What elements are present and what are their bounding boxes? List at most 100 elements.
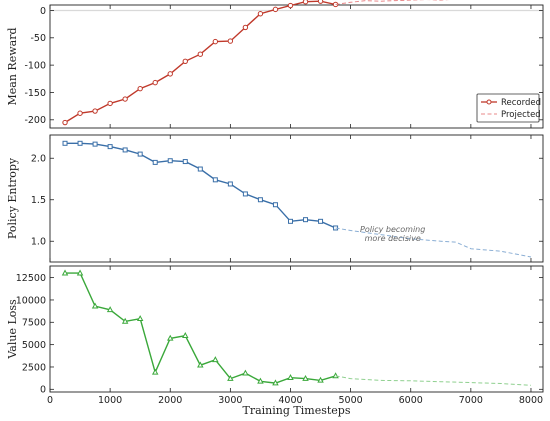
data-point <box>121 317 129 324</box>
data-point <box>227 374 234 381</box>
data-point <box>332 372 339 379</box>
data-point <box>137 151 143 157</box>
data-point <box>107 144 113 150</box>
data-point <box>76 269 84 276</box>
y-tick-label: 0 <box>40 6 46 17</box>
projected-series-line <box>335 375 532 386</box>
data-point <box>287 2 294 9</box>
x-tick-label: 2000 <box>158 395 182 406</box>
data-point <box>122 96 128 102</box>
y-tick-label: 0 <box>40 385 46 396</box>
y-tick-label: -100 <box>24 60 46 71</box>
y-tick-label: 1.5 <box>31 195 46 206</box>
data-point <box>182 58 188 65</box>
data-point <box>77 110 83 116</box>
data-point <box>257 11 264 17</box>
data-point <box>92 141 98 147</box>
y-tick-label: 2500 <box>22 362 46 373</box>
data-point <box>257 197 263 203</box>
data-point <box>182 332 189 339</box>
data-point <box>302 0 309 5</box>
data-point <box>106 306 114 313</box>
data-point <box>61 269 69 276</box>
legend-recorded-label: Recorded <box>501 98 541 108</box>
data-point <box>242 369 249 376</box>
legend-projected-label: Projected <box>501 110 541 120</box>
data-point <box>317 376 324 383</box>
projected-series-line <box>335 0 501 5</box>
data-point <box>287 218 293 224</box>
data-point <box>152 79 158 86</box>
x-tick-label: 8000 <box>519 395 543 406</box>
panel-1: 0 -50 -100 -150 -200 Mean Reward Recorded Proje… <box>6 0 544 129</box>
y-axis-label: Mean Reward <box>6 28 19 106</box>
data-point <box>91 302 99 309</box>
data-point <box>167 71 173 77</box>
data-point <box>212 38 219 45</box>
data-point <box>303 217 309 223</box>
data-point <box>197 51 204 57</box>
x-tick-label: 3000 <box>218 395 242 406</box>
x-tick-label: 1000 <box>98 395 122 406</box>
x-tick-label: 5000 <box>339 395 363 406</box>
y-tick-label: 1.0 <box>31 237 46 248</box>
y-tick-label: 7500 <box>22 318 46 329</box>
projected-series-line <box>335 227 532 258</box>
panel-2: 2.0 1.5 1.0 Policy Entropy Policy becomingmo… <box>6 134 544 263</box>
plot-frame <box>49 265 544 393</box>
data-point <box>227 38 234 44</box>
data-point <box>302 374 309 381</box>
y-tick-label: -50 <box>30 33 46 44</box>
y-tick-label: 2.0 <box>31 154 46 165</box>
x-tick-label: 0 <box>47 395 53 406</box>
data-point <box>136 315 144 322</box>
data-point <box>257 377 264 384</box>
data-point <box>242 191 248 197</box>
y-tick-label: 10000 <box>16 295 46 306</box>
legend-recorded-marker <box>486 99 492 105</box>
data-point <box>182 159 188 165</box>
x-tick-label: 7000 <box>459 395 483 406</box>
legend-box <box>476 93 540 123</box>
data-point <box>197 361 204 368</box>
y-tick-label: 12500 <box>16 273 46 284</box>
legend: Recorded Projected <box>476 93 541 123</box>
data-point <box>107 100 113 107</box>
annotation-text: Policy becoming <box>360 225 425 234</box>
data-point <box>197 166 203 172</box>
data-point <box>227 181 233 187</box>
y-tick-label: 5000 <box>22 340 46 351</box>
data-point <box>62 140 68 146</box>
x-axis-label: Training Timesteps <box>243 404 351 417</box>
y-axis-label: Policy Entropy <box>6 157 19 239</box>
data-point <box>287 374 294 381</box>
data-point <box>77 140 83 146</box>
data-point <box>242 24 249 31</box>
data-point <box>137 85 143 92</box>
data-point <box>122 147 128 153</box>
plot-frame <box>49 134 544 263</box>
data-point <box>212 177 218 183</box>
data-point <box>318 218 324 224</box>
data-point <box>272 379 279 386</box>
annotation-text: more decisive <box>365 234 421 243</box>
data-point <box>272 6 279 13</box>
y-axis-label: Value Loss <box>6 299 19 360</box>
y-tick-label: -200 <box>24 115 46 126</box>
y-tick-label: -150 <box>24 88 46 99</box>
recorded-series-line <box>65 142 336 229</box>
data-point <box>92 108 98 114</box>
panel-3: 0 2500 5000 7500 10000 12500 0 1000 2000 3000 4000… <box>6 265 544 417</box>
data-point <box>152 159 158 165</box>
plot-frame <box>49 4 544 129</box>
x-tick-label: 4000 <box>278 395 302 406</box>
data-point <box>317 0 324 4</box>
recorded-series-line <box>64 0 336 124</box>
data-point <box>62 119 68 126</box>
x-tick-label: 6000 <box>399 395 423 406</box>
data-point <box>167 334 174 341</box>
data-point <box>212 356 219 363</box>
data-point <box>151 368 159 375</box>
data-point <box>272 202 278 208</box>
